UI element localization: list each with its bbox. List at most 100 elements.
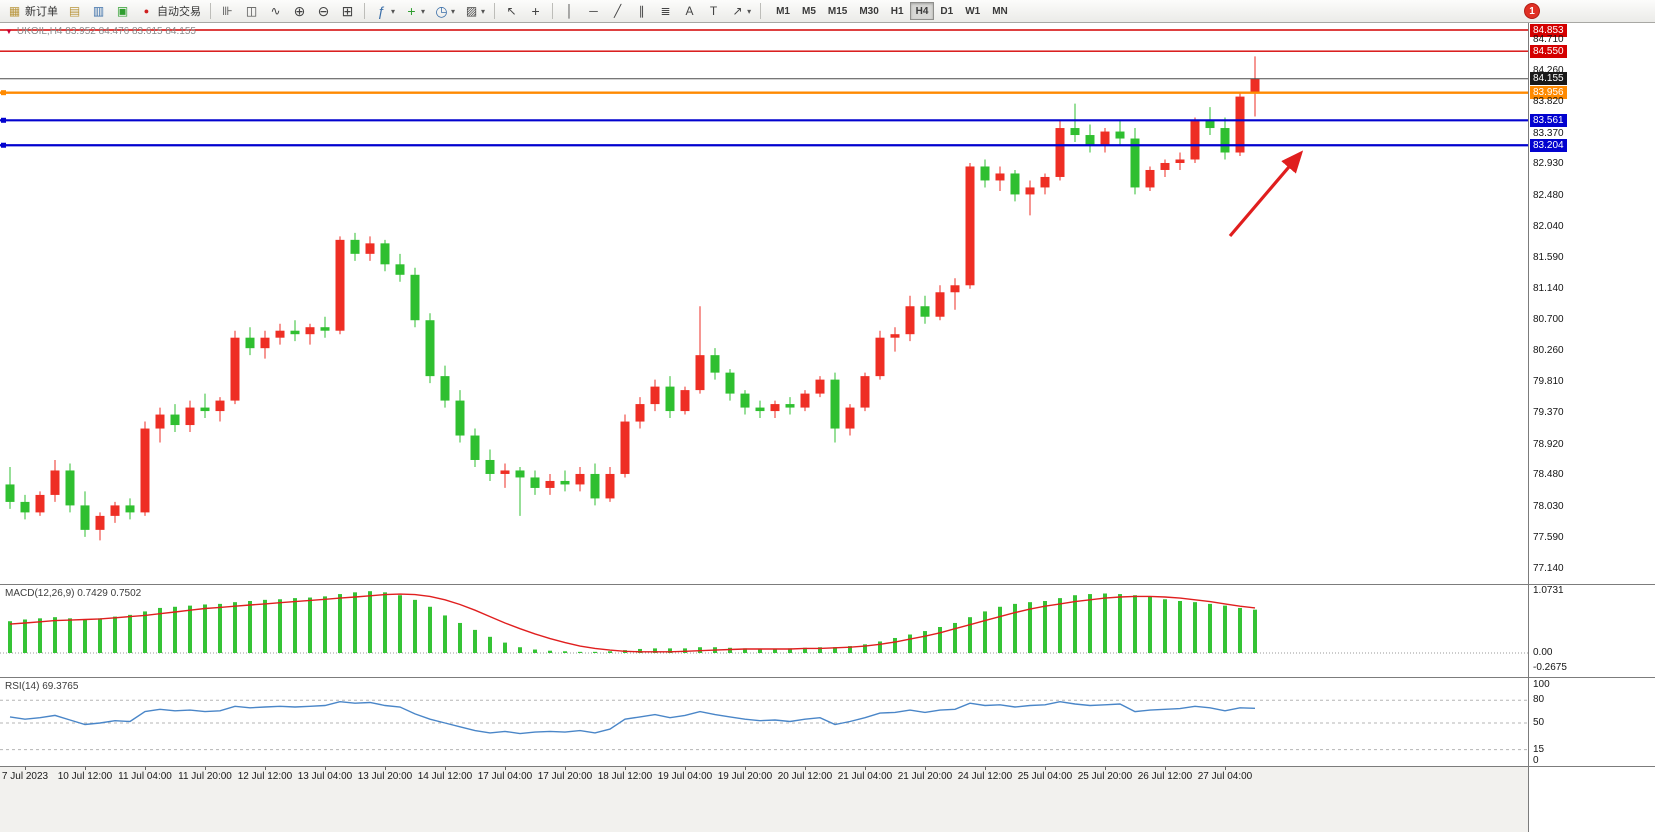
timeframe-w1-button[interactable]: W1 bbox=[959, 2, 986, 20]
candle-body bbox=[410, 274, 420, 321]
candle-body bbox=[1100, 131, 1110, 146]
navigator-button[interactable]: ▥ bbox=[87, 2, 110, 21]
chevron-down-icon: ▾ bbox=[451, 6, 456, 16]
terminal-button[interactable]: ▣ bbox=[111, 2, 134, 21]
candlestick-chart[interactable] bbox=[0, 23, 1528, 584]
timeframe-d1-button[interactable]: D1 bbox=[934, 2, 959, 20]
toolbar-separator bbox=[552, 3, 554, 19]
time-label: 13 Jul 20:00 bbox=[357, 771, 413, 782]
macd-histogram-bar bbox=[743, 648, 747, 653]
line-handle[interactable] bbox=[1, 90, 6, 96]
macd-panel-divider[interactable] bbox=[0, 584, 1655, 585]
timeframe-h4-button[interactable]: H4 bbox=[909, 2, 935, 20]
line-handle[interactable] bbox=[1, 117, 6, 123]
macd-histogram-bar bbox=[488, 636, 492, 653]
candle-body bbox=[1220, 128, 1230, 153]
market-watch-icon: ▤ bbox=[68, 4, 81, 18]
candle-body bbox=[710, 355, 720, 373]
label-button[interactable]: T bbox=[702, 2, 725, 21]
market-watch-button[interactable]: ▤ bbox=[63, 2, 86, 21]
macd-histogram-bar bbox=[23, 619, 27, 653]
macd-histogram-bar bbox=[1178, 601, 1182, 653]
macd-histogram-bar bbox=[1238, 607, 1242, 653]
candle-body bbox=[515, 470, 525, 478]
time-tick bbox=[1105, 767, 1106, 770]
price-level-badge: 83.561 bbox=[1530, 114, 1567, 127]
tile-windows-button[interactable]: ⊞ bbox=[336, 2, 359, 21]
time-label: 27 Jul 04:00 bbox=[1197, 771, 1253, 782]
time-label: 25 Jul 20:00 bbox=[1077, 771, 1133, 782]
macd-histogram-bar bbox=[533, 649, 537, 653]
time-axis[interactable]: 7 Jul 2023 10 Jul 12:00 11 Jul 04:00 11 Jul… bbox=[0, 767, 1655, 832]
crosshair-button[interactable]: + bbox=[524, 2, 547, 21]
bar-chart-button[interactable]: ⊪ bbox=[216, 2, 239, 21]
add-indicator-button[interactable]: + ▾ bbox=[400, 2, 429, 21]
price-tick-label: 81.590 bbox=[1533, 252, 1564, 263]
indicators-button[interactable]: ƒ ▾ bbox=[370, 2, 399, 21]
macd-histogram-bar bbox=[428, 606, 432, 653]
macd-histogram-bar bbox=[518, 647, 522, 653]
vertical-line-button[interactable]: │ bbox=[558, 2, 581, 21]
trendline-button[interactable]: ╱ bbox=[606, 2, 629, 21]
line-handle[interactable] bbox=[1, 142, 6, 148]
candle-body bbox=[290, 330, 300, 335]
macd-histogram-bar bbox=[1103, 593, 1107, 653]
macd-histogram-bar bbox=[113, 616, 117, 653]
zoom-in-button[interactable]: ⊕ bbox=[288, 2, 311, 21]
candle-body bbox=[1205, 121, 1215, 129]
fibonacci-button[interactable]: ≣ bbox=[654, 2, 677, 21]
rsi-panel-divider[interactable] bbox=[0, 677, 1655, 678]
timeframe-m5-button[interactable]: M5 bbox=[796, 2, 822, 20]
arrow-annotation[interactable] bbox=[1228, 150, 1304, 238]
rsi-scale-label: 0 bbox=[1533, 755, 1539, 766]
label-icon: T bbox=[709, 4, 718, 18]
time-label: 20 Jul 12:00 bbox=[777, 771, 833, 782]
price-tick-label: 83.370 bbox=[1533, 128, 1564, 139]
macd-histogram-bar bbox=[608, 651, 612, 653]
timeframe-h1-button[interactable]: H1 bbox=[885, 2, 910, 20]
cursor-button[interactable]: ↖ bbox=[500, 2, 523, 21]
candle-body bbox=[620, 421, 630, 474]
trendline-icon: ╱ bbox=[613, 4, 622, 18]
arrows-button[interactable]: ↗ ▾ bbox=[726, 2, 755, 21]
macd-histogram-bar bbox=[1013, 603, 1017, 653]
line-chart-button[interactable]: ∿ bbox=[264, 2, 287, 21]
timeframe-mn-button[interactable]: MN bbox=[986, 2, 1014, 20]
candle-body bbox=[830, 379, 840, 429]
horizontal-line-button[interactable]: ─ bbox=[582, 2, 605, 21]
new-order-button[interactable]: ▦ 新订单 bbox=[3, 2, 62, 21]
auto-trading-icon: ● bbox=[143, 5, 150, 16]
macd-panel[interactable] bbox=[0, 585, 1528, 677]
macd-histogram-bar bbox=[458, 622, 462, 653]
macd-histogram-bar bbox=[233, 602, 237, 653]
macd-histogram-bar bbox=[128, 614, 132, 653]
templates-button[interactable]: ▨ ▾ bbox=[460, 2, 489, 21]
rsi-panel[interactable] bbox=[0, 678, 1528, 766]
timeframe-m1-button[interactable]: M1 bbox=[770, 2, 796, 20]
zoom-out-button[interactable]: ⊖ bbox=[312, 2, 335, 21]
candle-body bbox=[575, 473, 585, 485]
candle-body bbox=[20, 501, 30, 513]
macd-histogram-bar bbox=[503, 642, 507, 653]
candle-body bbox=[980, 166, 990, 181]
time-tick bbox=[325, 767, 326, 770]
channel-button[interactable]: ∥ bbox=[630, 2, 653, 21]
macd-histogram-bar bbox=[188, 605, 192, 653]
macd-histogram-bar bbox=[203, 604, 207, 653]
price-tick-label: 77.590 bbox=[1533, 532, 1564, 543]
text-button[interactable]: A bbox=[678, 2, 701, 21]
timeframe-m30-button[interactable]: M30 bbox=[853, 2, 884, 20]
price-scale[interactable]: 84.853 84.550 84.155 83.956 83.561 83.204 84.7… bbox=[1529, 23, 1655, 832]
macd-histogram-bar bbox=[848, 646, 852, 653]
notification-badge[interactable]: 1 bbox=[1524, 3, 1540, 19]
candle-chart-button[interactable]: ◫ bbox=[240, 2, 263, 21]
macd-histogram-bar bbox=[998, 606, 1002, 653]
chevron-down-icon: ▾ bbox=[747, 6, 752, 16]
timeframe-m15-button[interactable]: M15 bbox=[822, 2, 853, 20]
period-button[interactable]: ◷ ▾ bbox=[430, 2, 459, 21]
macd-histogram-bar bbox=[578, 651, 582, 653]
price-level-badge: 84.155 bbox=[1530, 72, 1567, 85]
auto-trading-button[interactable]: ● 自动交易 bbox=[135, 2, 205, 21]
macd-histogram-bar bbox=[908, 634, 912, 653]
time-tick bbox=[505, 767, 506, 770]
